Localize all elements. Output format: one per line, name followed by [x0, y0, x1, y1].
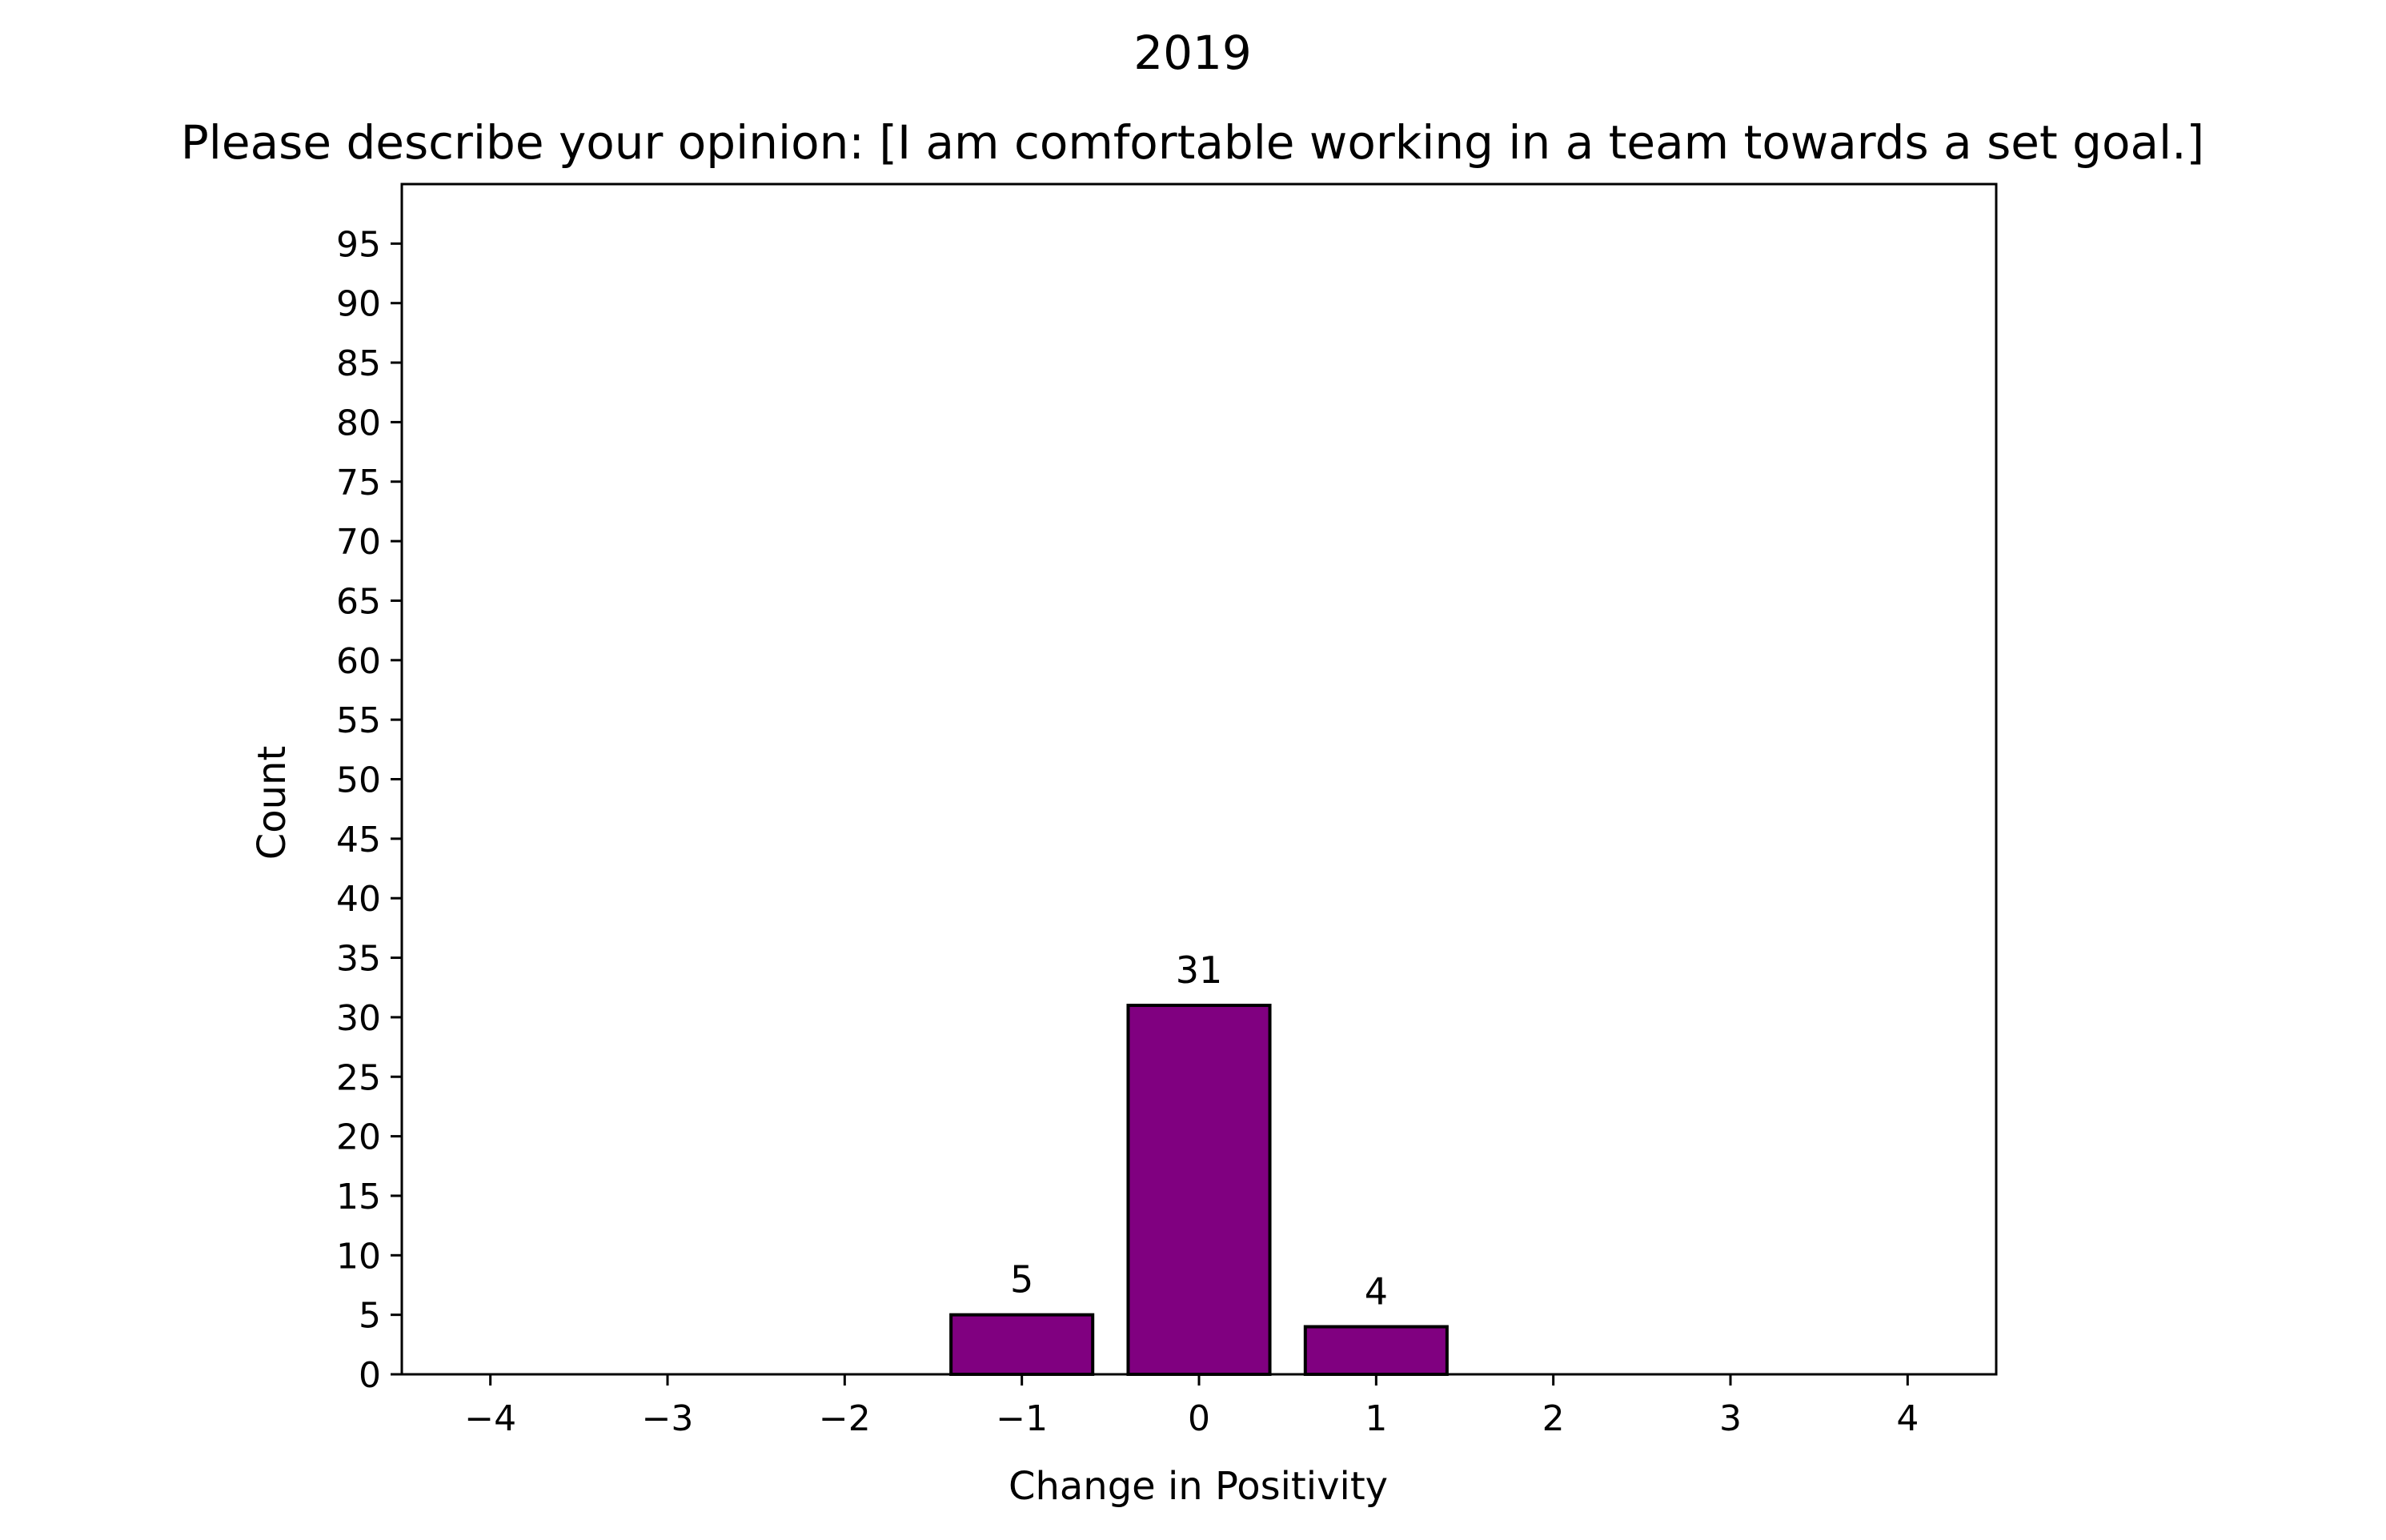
y-tick-label: 5	[359, 1296, 381, 1337]
y-tick-label: 90	[336, 284, 381, 325]
x-tick-label: 3	[1719, 1398, 1742, 1439]
y-tick-label: 55	[336, 700, 381, 741]
y-tick-label: 65	[336, 581, 381, 622]
x-tick-label: 0	[1188, 1398, 1210, 1439]
y-tick-label: 10	[336, 1236, 381, 1277]
y-tick-label: 50	[336, 760, 381, 801]
bar-value-label: 4	[1365, 1270, 1388, 1313]
y-tick-label: 15	[336, 1177, 381, 1217]
plot-frame	[400, 182, 1998, 1376]
x-tick-label: 1	[1365, 1398, 1387, 1439]
bar	[1303, 1325, 1449, 1377]
y-tick-label: 75	[336, 463, 381, 503]
y-tick-label: 20	[336, 1117, 381, 1158]
bar-value-label: 31	[1176, 948, 1223, 992]
y-tick-label: 60	[336, 641, 381, 682]
y-tick-label: 45	[336, 820, 381, 860]
x-axis: −4 −3 −2 −1 0 1 2 3 4	[464, 1374, 1919, 1439]
x-tick-label: −2	[819, 1398, 871, 1439]
bar-value-label: 5	[1010, 1258, 1033, 1301]
y-tick-label: 70	[336, 522, 381, 563]
y-tick-label: 80	[336, 403, 381, 443]
y-tick-label: 40	[336, 879, 381, 920]
x-tick-label: 2	[1542, 1398, 1565, 1439]
y-axis: 0 5 10 15 20 25 30 35 40 45 50 55 60 65 70 75 80 85 90 95	[336, 224, 402, 1396]
y-tick-label: 85	[336, 343, 381, 384]
y-tick-label: 35	[336, 939, 381, 980]
y-tick-label: 30	[336, 998, 381, 1039]
bar	[949, 1313, 1095, 1377]
bar-labels-group: 5 31 4	[1010, 948, 1388, 1313]
x-tick-label: −4	[464, 1398, 516, 1439]
x-tick-label: −3	[642, 1398, 694, 1439]
bar	[1126, 1004, 1272, 1377]
x-tick-label: −1	[996, 1398, 1048, 1439]
y-tick-label: 0	[359, 1355, 381, 1396]
y-axis-label: Count	[250, 746, 295, 860]
x-tick-label: 4	[1896, 1398, 1919, 1439]
chart-title: Please describe your opinion: [I am comf…	[181, 115, 2204, 170]
bars-group	[949, 1004, 1449, 1377]
y-tick-label: 25	[336, 1057, 381, 1098]
x-axis-label: Change in Positivity	[1009, 1464, 1388, 1509]
y-tick-label: 95	[336, 224, 381, 265]
chart-suptitle: 2019	[1133, 26, 1252, 80]
